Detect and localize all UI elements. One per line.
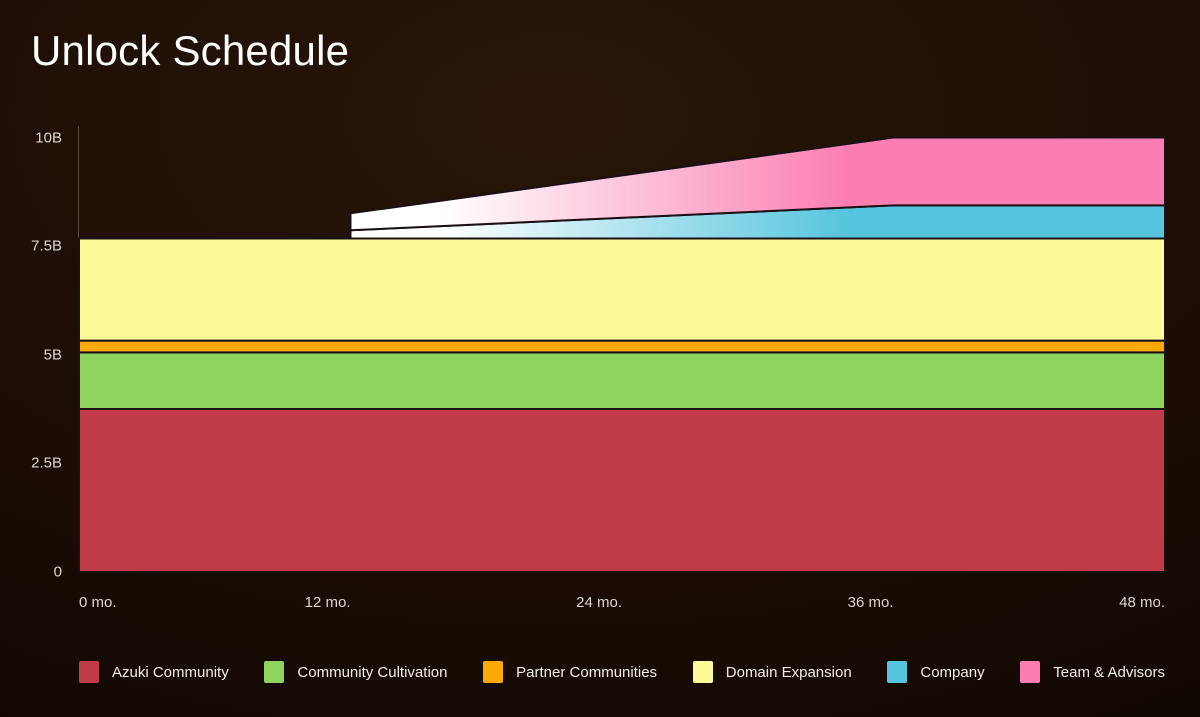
legend-item-company[interactable]: Company [887,661,985,683]
legend-label-community-cultivation: Community Cultivation [297,663,448,681]
chart-areas [78,136,1166,573]
x-tick-label-12-mo: 12 mo. [304,594,351,611]
legend-label-company: Company [920,663,985,681]
x-tick-label-48-mo: 48 mo. [1119,594,1165,611]
legend-swatch-company [887,661,908,683]
y-tick-label-2-5b: 2.5B [31,454,62,472]
legend-label-azuki-community: Azuki Community [112,663,229,681]
page-title: Unlock Schedule [31,27,350,74]
legend-item-azuki-community[interactable]: Azuki Community [79,661,229,683]
legend-item-community-cultivation[interactable]: Community Cultivation [264,661,447,683]
legend-item-domain-expansion[interactable]: Domain Expansion [692,661,852,683]
area-partner-communities[interactable] [78,339,1166,354]
area-community-cultivation[interactable] [78,351,1166,411]
legend-item-team-advisors[interactable]: Team & Advisors [1020,661,1165,683]
y-tick-label-10b: 10B [35,129,62,146]
area-domain-expansion[interactable] [78,237,1166,342]
legend-swatch-team-advisors [1020,661,1041,683]
legend-item-partner-communities[interactable]: Partner Communities [483,661,657,683]
y-tick-label-0: 0 [53,563,62,581]
legend-swatch-azuki-community [79,661,99,683]
legend-swatch-community-cultivation [264,661,285,683]
chart-legend: Azuki Community Community Cultivation Part… [79,661,1165,683]
x-tick-label-36-mo: 36 mo. [847,594,894,611]
legend-swatch-domain-expansion [692,661,713,683]
y-tick-label-7-5b: 7.5B [31,237,62,255]
x-tick-label-0-mo: 0 mo. [79,594,117,611]
x-tick-label-24-mo: 24 mo. [576,594,622,611]
legend-swatch-partner-communities [483,661,504,683]
y-tick-label-5b: 5B [43,346,62,364]
area-azuki-community[interactable] [78,408,1166,573]
area-team-advisors[interactable] [78,136,1166,240]
legend-label-domain-expansion: Domain Expansion [725,663,852,681]
legend-label-team-advisors: Team & Advisors [1053,663,1165,681]
legend-label-partner-communities: Partner Communities [516,663,658,681]
